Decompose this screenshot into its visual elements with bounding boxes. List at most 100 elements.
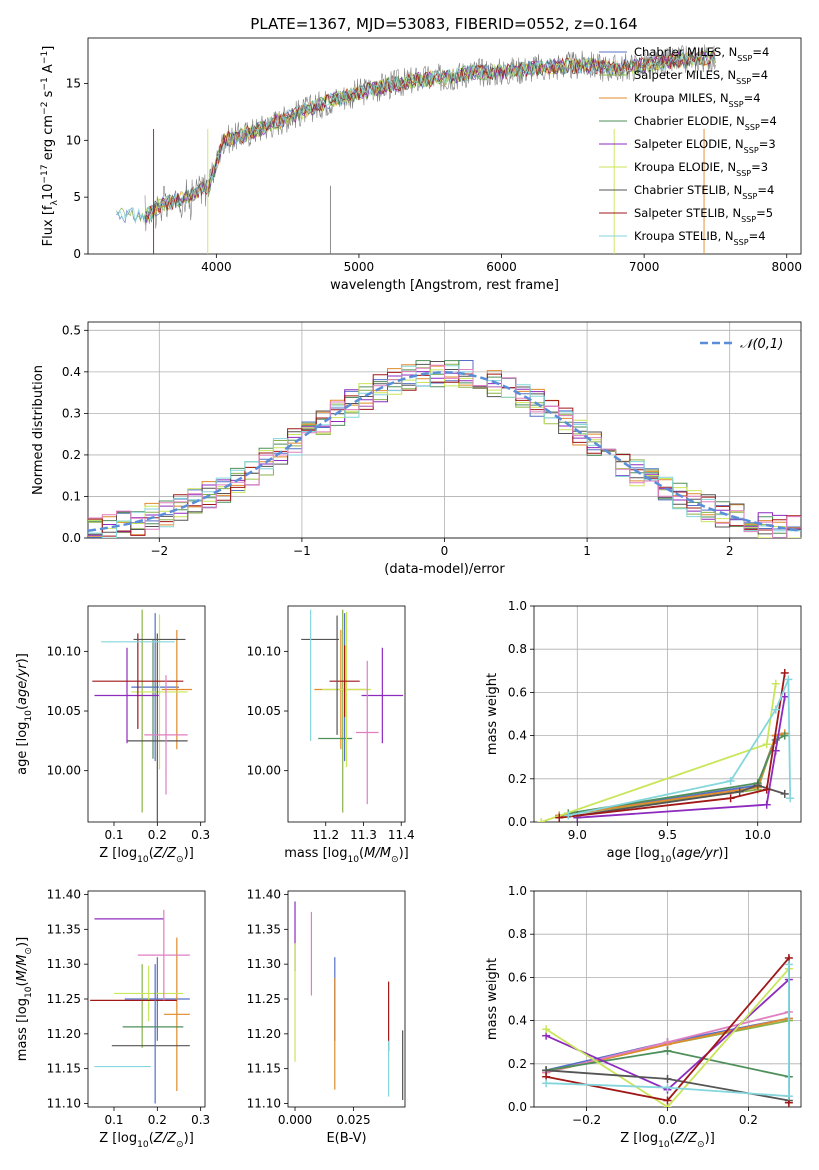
x-tick-label: 11.2 (312, 828, 339, 842)
label-part: 10 (347, 855, 359, 865)
label-part: Chabrier ELODIE, N (634, 114, 745, 128)
label-part: 10 (41, 184, 56, 201)
legend-label: 𝒩(0,1) (740, 337, 783, 352)
label-part: ⊙ (24, 947, 34, 955)
x-tick-label: 0.2 (739, 1113, 758, 1127)
x-tick-label: −1 (293, 544, 311, 558)
y-tick-label: 10.00 (47, 764, 81, 778)
errorbar-point (321, 611, 372, 768)
y-tick-label: 11.35 (47, 922, 81, 936)
histogram-legend: 𝒩(0,1) (700, 337, 783, 352)
x-tick-label: 11.4 (388, 828, 415, 842)
weight-line-chabrier_elodie (568, 734, 786, 815)
label-part: SSP (734, 238, 749, 247)
x-tick-label: 4000 (201, 260, 232, 274)
y-tick-label: 0.0 (508, 1100, 527, 1114)
errorbar-plot-age_vs_z (92, 609, 192, 822)
label-part: A (41, 64, 56, 77)
axes-frame (87, 37, 802, 255)
errorbar-point (131, 614, 188, 770)
y-tick-label: 0 (73, 247, 81, 261)
y-tick-label: 11.25 (47, 992, 81, 1006)
legend-label: Chabrier ELODIE, NSSP=4 (634, 114, 777, 132)
label-part: ⊙ (697, 1140, 705, 1150)
errorbar-point (161, 629, 192, 750)
errorbar-point (131, 613, 179, 762)
y-tick-label: 1.0 (508, 599, 527, 613)
label-part: 10 (137, 1140, 149, 1150)
legend-label: Salpeter STELIB, NSSP=5 (634, 206, 773, 224)
y-tick-label: 11.40 (47, 887, 81, 901)
y-tick-label: 10.05 (247, 704, 281, 718)
weight-line-chabrier_stelib (577, 784, 786, 817)
weight-line-salpeter_elodie (577, 696, 786, 819)
errorbar-plot-age_vs_mass (301, 609, 404, 813)
errorbar-point (361, 647, 404, 744)
label-part: λ (50, 200, 60, 206)
errorbar-point (127, 633, 188, 822)
weight-plot-weight_vs_age (537, 668, 795, 822)
label-part: )] (15, 653, 30, 663)
weight-line-kroupa_stelib (546, 964, 790, 1098)
label-part: SSP (744, 146, 759, 155)
y-tick-label: 11.30 (247, 957, 281, 971)
legend-label: Salpeter ELODIE, NSSP=3 (634, 137, 776, 155)
label-part: Salpeter ELODIE, N (634, 137, 744, 151)
label-part: Chabrier STELIB, N (634, 183, 742, 197)
x-tick-label: 0.3 (191, 1113, 210, 1127)
errorbar-point (137, 909, 190, 1001)
x-axis-label: wavelength [Angstrom, rest frame] (330, 278, 559, 293)
x-tick-label: 0.1 (104, 828, 123, 842)
label-part: age/yr (677, 846, 720, 861)
y-tick-label: 10.10 (247, 644, 281, 658)
y-tick-label: 0.1 (62, 489, 81, 503)
legend-label: Salpeter MILES, NSSP=4 (634, 68, 768, 86)
x-tick-label: 1 (583, 544, 591, 558)
label-part: ⊙ (176, 855, 184, 865)
axes-weight_vs_z: −0.2 0.0 0.2 0.0 0.2 0.4 0.6 0.8 1.0 Z [log10(Z/Z… (485, 884, 802, 1150)
y-tick-label: 0.4 (508, 1014, 527, 1028)
y-tick-label: 0.6 (508, 685, 527, 699)
label-part: ( (149, 846, 154, 861)
label-part: )] (718, 846, 728, 861)
errorbar-point (355, 660, 379, 805)
x-tick-label: 0.000 (278, 1113, 312, 1127)
axes-mass_vs_z: 0.1 0.2 0.3 11.10 11.15 11.20 11.25 11.30 11.35 1… (15, 887, 210, 1150)
histogram-plot (88, 360, 801, 538)
y-axis-label: mass weight (485, 673, 500, 755)
label-part: =4 (749, 229, 766, 243)
y-tick-label: 11.15 (247, 1062, 281, 1076)
x-tick-label: −0.2 (572, 1113, 601, 1127)
x-tick-label: 0.0 (658, 1113, 677, 1127)
x-tick-label: 10.0 (744, 828, 771, 842)
label-part: Z [log (620, 1131, 658, 1146)
label-part: Salpeter MILES, N (634, 68, 736, 82)
y-tick-label: 11.15 (47, 1062, 81, 1076)
errorbar-point (163, 937, 190, 1091)
label-part: Normed distribution (31, 365, 46, 495)
label-part: 10 (137, 855, 149, 865)
legend-label: Chabrier STELIB, NSSP=4 (634, 183, 774, 201)
y-tick-label: 11.35 (247, 922, 281, 936)
x-tick-label: 9.0 (568, 828, 587, 842)
x-axis-label: Z [log10(Z/Z⊙)] (99, 846, 194, 865)
y-tick-label: 1.0 (508, 884, 527, 898)
y-tick-label: 5 (73, 190, 81, 204)
x-axis-label: (data-model)/error (384, 562, 505, 577)
label-part: s (41, 90, 56, 101)
y-tick-label: 0.0 (508, 815, 527, 829)
label-part: −2 (40, 102, 50, 115)
x-tick-label: 11.3 (350, 828, 377, 842)
y-tick-label: 0.8 (508, 642, 527, 656)
label-part: ( (670, 1131, 675, 1146)
figure-title: PLATE=1367, MJD=53083, FIBERID=0552, z=0… (250, 15, 637, 33)
x-tick-label: 8000 (771, 260, 802, 274)
y-tick-label: 0.4 (508, 729, 527, 743)
label-part: Z/Z (153, 1131, 177, 1146)
label-part: SSP (745, 123, 760, 132)
x-tick-label: 6000 (486, 260, 517, 274)
